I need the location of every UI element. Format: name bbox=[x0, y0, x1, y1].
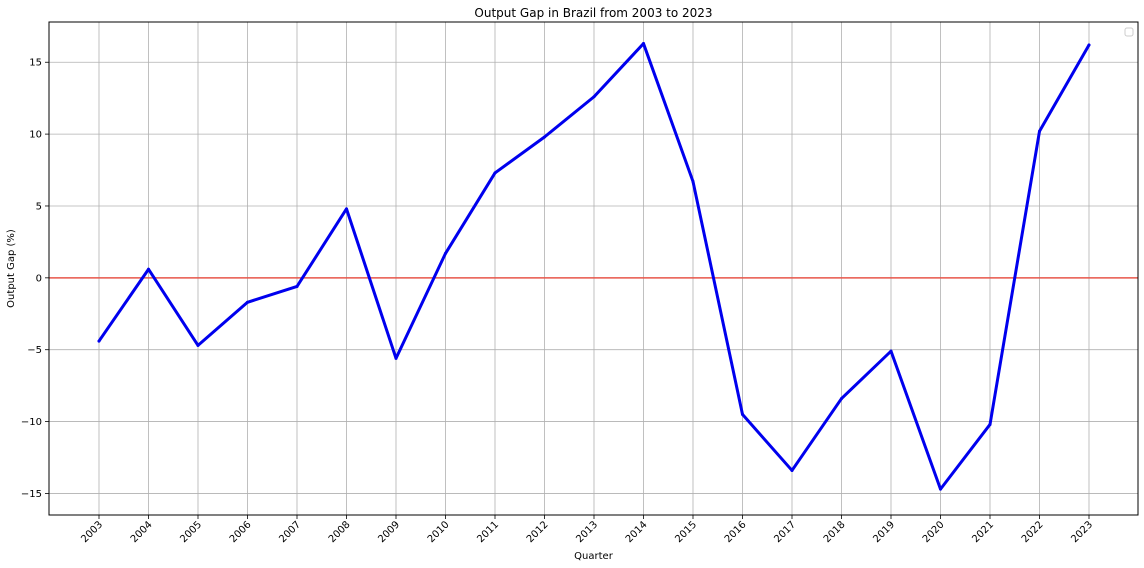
data-point bbox=[691, 180, 695, 184]
data-point bbox=[295, 284, 299, 288]
data-point bbox=[97, 339, 101, 343]
data-point bbox=[543, 135, 546, 139]
legend-box bbox=[1124, 27, 1134, 37]
data-point bbox=[1087, 43, 1091, 47]
data-point bbox=[642, 42, 645, 46]
series-group bbox=[97, 42, 1091, 491]
x-axis-title: Quarter bbox=[574, 551, 614, 562]
plot-frame bbox=[48, 21, 1139, 516]
y-tick-label: 5 bbox=[36, 201, 42, 212]
y-tick-label: −15 bbox=[21, 489, 42, 500]
data-point bbox=[1038, 129, 1041, 133]
y-tick-label: −5 bbox=[27, 345, 42, 356]
y-tick-label: 0 bbox=[36, 273, 42, 284]
data-point bbox=[493, 171, 497, 175]
data-point bbox=[246, 300, 249, 304]
data-point bbox=[988, 422, 992, 426]
data-point bbox=[592, 95, 596, 99]
data-point bbox=[840, 397, 843, 401]
data-point bbox=[394, 356, 398, 360]
y-axis-title: Output Gap (%) bbox=[6, 229, 17, 308]
y-tick-label: 10 bbox=[29, 130, 42, 141]
data-point bbox=[889, 349, 893, 353]
data-point bbox=[444, 251, 447, 255]
chart-title: Output Gap in Brazil from 2003 to 2023 bbox=[474, 6, 712, 20]
data-point bbox=[939, 487, 942, 491]
data-point bbox=[196, 343, 200, 347]
data-point bbox=[345, 207, 348, 211]
data-point bbox=[790, 468, 794, 472]
data-point bbox=[741, 412, 744, 416]
data-point bbox=[147, 267, 150, 271]
y-axis-ticks: −15 −10 −5 0 5 10 15 bbox=[21, 58, 49, 500]
y-tick-label: 15 bbox=[29, 58, 42, 69]
y-tick-label: −10 bbox=[21, 417, 42, 428]
